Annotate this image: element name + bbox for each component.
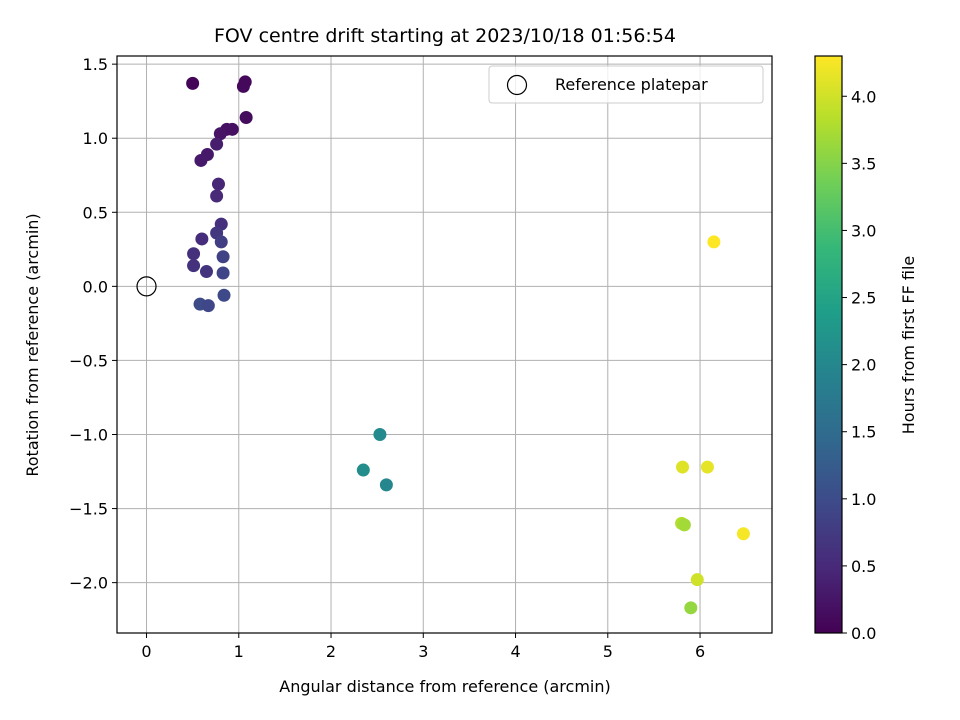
data-point	[213, 127, 227, 141]
data-point	[690, 573, 704, 587]
data-points	[186, 75, 750, 615]
colorbar-label: Hours from first FF file	[899, 256, 918, 435]
data-point	[684, 601, 698, 615]
x-axis-label: Angular distance from reference (arcmin)	[279, 677, 610, 696]
data-point	[736, 527, 750, 541]
x-axis-ticks: 0 1 2 3 4 5 6	[141, 633, 705, 661]
colorbar-tick-label: 4.0	[851, 87, 876, 106]
colorbar: 0.0 0.5 1.0 1.5 2.0 2.5 3.0 3.5 4.0 Hours from f…	[814, 55, 918, 643]
legend-box	[488, 65, 764, 104]
legend: Reference platepar	[488, 65, 764, 104]
colorbar-tick-label: 1.5	[851, 423, 876, 442]
y-tick-label: −1.0	[69, 425, 108, 444]
x-tick-label: 2	[326, 642, 336, 661]
colorbar-tick-label: 2.5	[851, 289, 876, 308]
data-point	[187, 247, 201, 261]
x-tick-label: 3	[418, 642, 428, 661]
colorbar-tick-label: 2.0	[851, 356, 876, 375]
plot-frame	[116, 55, 773, 634]
y-tick-label: 0.5	[83, 203, 108, 222]
chart-title: FOV centre drift starting at 2023/10/18 …	[214, 25, 676, 47]
x-tick-label: 5	[603, 642, 613, 661]
data-point	[676, 460, 690, 474]
data-point	[214, 235, 228, 249]
x-tick-label: 1	[234, 642, 244, 661]
reference-marker	[136, 276, 157, 297]
reference-platepar-marker	[136, 276, 157, 297]
colorbar-ticks: 0.0 0.5 1.0 1.5 2.0 2.5 3.0 3.5 4.0	[842, 87, 876, 643]
data-point	[210, 189, 224, 203]
data-point	[239, 110, 253, 124]
y-tick-label: −2.0	[69, 574, 108, 593]
data-point	[379, 478, 393, 492]
colorbar-tick-label: 1.0	[851, 490, 876, 509]
data-point	[236, 79, 250, 93]
data-point	[195, 232, 209, 246]
y-tick-label: 1.0	[83, 129, 108, 148]
y-axis-label: Rotation from reference (arcmin)	[23, 213, 42, 476]
colorbar-tick-label: 3.0	[851, 221, 876, 240]
data-point	[194, 153, 208, 167]
data-point	[211, 177, 225, 191]
data-point	[201, 299, 215, 313]
x-tick-label: 6	[695, 642, 705, 661]
data-point	[356, 463, 370, 477]
colorbar-tick-label: 0.0	[851, 624, 876, 643]
y-tick-label: −1.5	[69, 500, 108, 519]
data-point	[373, 427, 387, 441]
data-point	[187, 259, 201, 273]
colorbar-frame	[814, 55, 843, 634]
grid-lines	[117, 56, 772, 633]
legend-entry-label: Reference platepar	[555, 75, 708, 94]
data-point	[199, 265, 213, 279]
legend-marker-open-circle	[506, 74, 528, 96]
data-point	[700, 460, 714, 474]
colorbar-tick-label: 0.5	[851, 557, 876, 576]
data-point	[677, 518, 691, 532]
colorbar-gradient	[815, 56, 842, 633]
y-tick-label: −0.5	[69, 351, 108, 370]
x-tick-label: 0	[141, 642, 151, 661]
data-point	[216, 250, 230, 264]
data-point	[186, 76, 200, 90]
data-point	[217, 288, 231, 302]
y-tick-label: 1.5	[83, 55, 108, 74]
data-point	[216, 266, 230, 280]
data-point	[707, 235, 721, 249]
colorbar-tick-label: 3.5	[851, 154, 876, 173]
y-tick-label: 0.0	[83, 277, 108, 296]
x-tick-label: 4	[510, 642, 520, 661]
y-axis-ticks: −2.0 −1.5 −1.0 −0.5 0.0 0.5 1.0 1.5	[69, 55, 117, 593]
data-point	[210, 137, 224, 151]
